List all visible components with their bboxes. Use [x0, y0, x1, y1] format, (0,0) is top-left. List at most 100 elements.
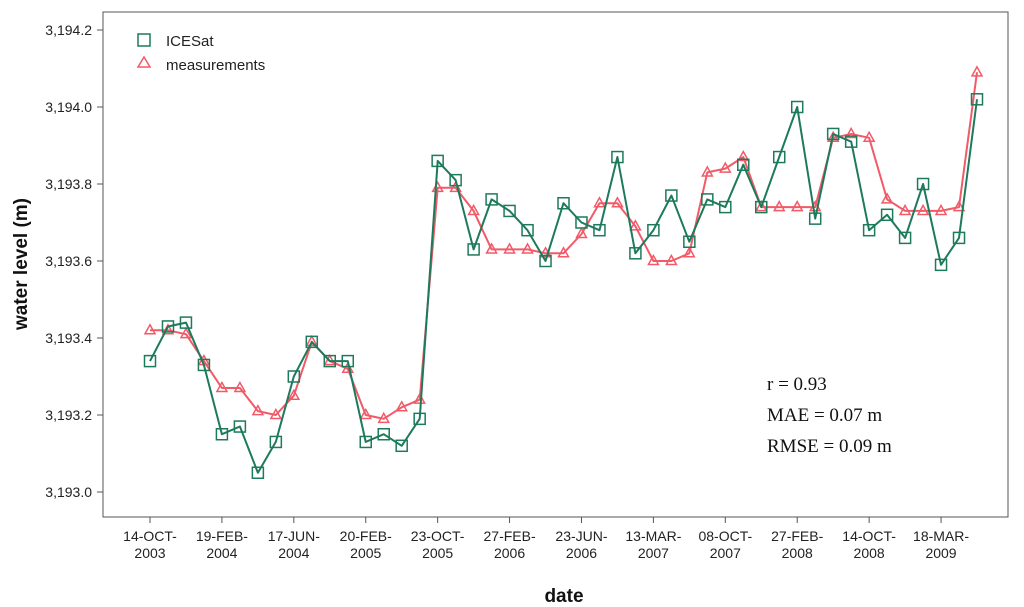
data-point-measurement: [754, 200, 768, 212]
x-tick-label: 27-FEB-: [771, 528, 823, 544]
data-point-icesat: [341, 354, 355, 368]
data-point-icesat: [305, 335, 319, 349]
x-tick-label-year: 2004: [278, 545, 309, 561]
x-tick-label: 14-OCT-: [842, 528, 896, 544]
data-point-measurement: [719, 161, 732, 173]
x-tick-label-year: 2008: [782, 545, 813, 561]
data-point-measurement: [647, 253, 660, 266]
y-axis: 3,193.0 3,193.2 3,193.4 3,193.6 3,193.8 3,194…: [45, 22, 103, 500]
data-point-measurement: [395, 400, 408, 412]
x-tick-label: 20-FEB-: [340, 528, 392, 544]
data-point-measurement: [467, 203, 480, 216]
stat-rmse: RMSE = 0.09 m: [767, 436, 892, 457]
x-tick-label: 13-MAR-: [625, 528, 681, 544]
data-point-icesat: [898, 231, 912, 245]
data-point-icesat: [862, 223, 876, 237]
data-point-icesat: [413, 412, 426, 426]
data-point-icesat: [143, 354, 157, 368]
data-point-icesat: [215, 428, 229, 441]
data-point-measurement: [611, 196, 624, 208]
y-tick-label: 3,193.4: [45, 330, 92, 346]
x-tick-label-year: 2009: [925, 545, 956, 561]
data-point-icesat: [575, 216, 588, 229]
data-point-icesat: [970, 93, 984, 106]
x-tick-label-year: 2004: [206, 545, 237, 561]
data-point-icesat: [467, 243, 480, 256]
y-tick-label: 3,193.2: [45, 407, 92, 423]
y-tick-label: 3,193.0: [45, 484, 92, 500]
data-point-icesat: [593, 223, 606, 237]
data-point-measurement: [862, 130, 876, 143]
data-point-icesat: [826, 127, 840, 141]
data-point-measurement: [215, 381, 229, 393]
data-point-measurement: [970, 65, 984, 77]
data-point-icesat: [952, 231, 966, 245]
x-tick-label-year: 2005: [422, 545, 453, 561]
data-point-icesat: [359, 435, 372, 449]
y-axis-title: water level (m): [11, 198, 32, 331]
data-point-icesat: [503, 204, 516, 218]
data-point-icesat: [521, 223, 534, 237]
data-point-icesat: [395, 439, 408, 453]
x-tick-label-year: 2008: [854, 545, 885, 561]
data-point-measurement: [251, 404, 265, 416]
y-tick-label: 3,194.2: [45, 22, 92, 38]
data-point-measurement: [772, 200, 786, 212]
x-tick-label: 19-FEB-: [196, 528, 248, 544]
stats-annotation: r = 0.93 MAE = 0.07 m RMSE = 0.09 m: [767, 374, 892, 457]
data-point-measurement: [359, 407, 373, 420]
data-point-measurement: [826, 130, 840, 143]
series-layer: [143, 65, 984, 479]
data-point-measurement: [143, 323, 157, 335]
data-point-icesat: [485, 193, 498, 206]
data-point-measurement: [683, 246, 696, 258]
data-point-measurement: [790, 200, 804, 212]
data-point-measurement: [305, 334, 319, 347]
x-tick-label-year: 2006: [566, 545, 597, 561]
data-point-measurement: [287, 388, 301, 400]
data-point-measurement: [898, 203, 912, 216]
data-point-icesat: [790, 100, 804, 114]
y-tick-label: 3,194.0: [45, 99, 92, 115]
data-point-measurement: [521, 242, 534, 254]
x-tick-label: 08-OCT-: [698, 528, 752, 544]
data-point-measurement: [377, 411, 390, 424]
x-tick-label-year: 2003: [134, 545, 165, 561]
plot-frame: [102, 11, 1009, 518]
data-point-icesat: [197, 358, 211, 372]
data-point-icesat: [737, 158, 750, 171]
data-point-measurement: [557, 246, 570, 258]
data-point-icesat: [916, 177, 930, 191]
data-point-icesat: [701, 193, 714, 206]
x-axis: 14-OCT-200319-FEB-200417-JUN-200420-FEB-…: [123, 517, 969, 561]
data-point-icesat: [934, 258, 948, 272]
data-point-icesat: [287, 370, 301, 383]
x-axis-title: date: [544, 586, 583, 607]
data-point-measurement: [701, 165, 714, 177]
data-point-icesat: [844, 135, 858, 148]
data-point-measurement: [880, 192, 894, 204]
data-point-icesat: [161, 320, 175, 333]
data-point-icesat: [251, 466, 265, 479]
x-tick-label: 14-OCT-: [123, 528, 177, 544]
data-point-icesat: [808, 212, 822, 225]
data-point-icesat: [269, 435, 283, 449]
data-point-icesat: [647, 223, 660, 237]
data-point-icesat: [719, 200, 732, 214]
data-point-measurement: [413, 392, 426, 404]
data-point-icesat: [431, 154, 444, 168]
data-point-measurement: [934, 203, 948, 216]
data-point-measurement: [233, 381, 247, 393]
data-point-measurement: [844, 126, 858, 139]
data-point-icesat: [323, 354, 337, 368]
y-tick-label: 3,193.8: [45, 176, 92, 192]
data-point-icesat: [377, 428, 390, 441]
data-point-measurement: [593, 196, 606, 208]
data-point-measurement: [575, 227, 588, 239]
legend-marker-measurements: [136, 55, 152, 68]
data-point-measurement: [737, 150, 750, 162]
legend: ICESat measurements: [136, 33, 265, 74]
data-point-icesat: [179, 316, 193, 329]
data-point-measurement: [179, 327, 193, 339]
data-point-measurement: [952, 200, 966, 212]
